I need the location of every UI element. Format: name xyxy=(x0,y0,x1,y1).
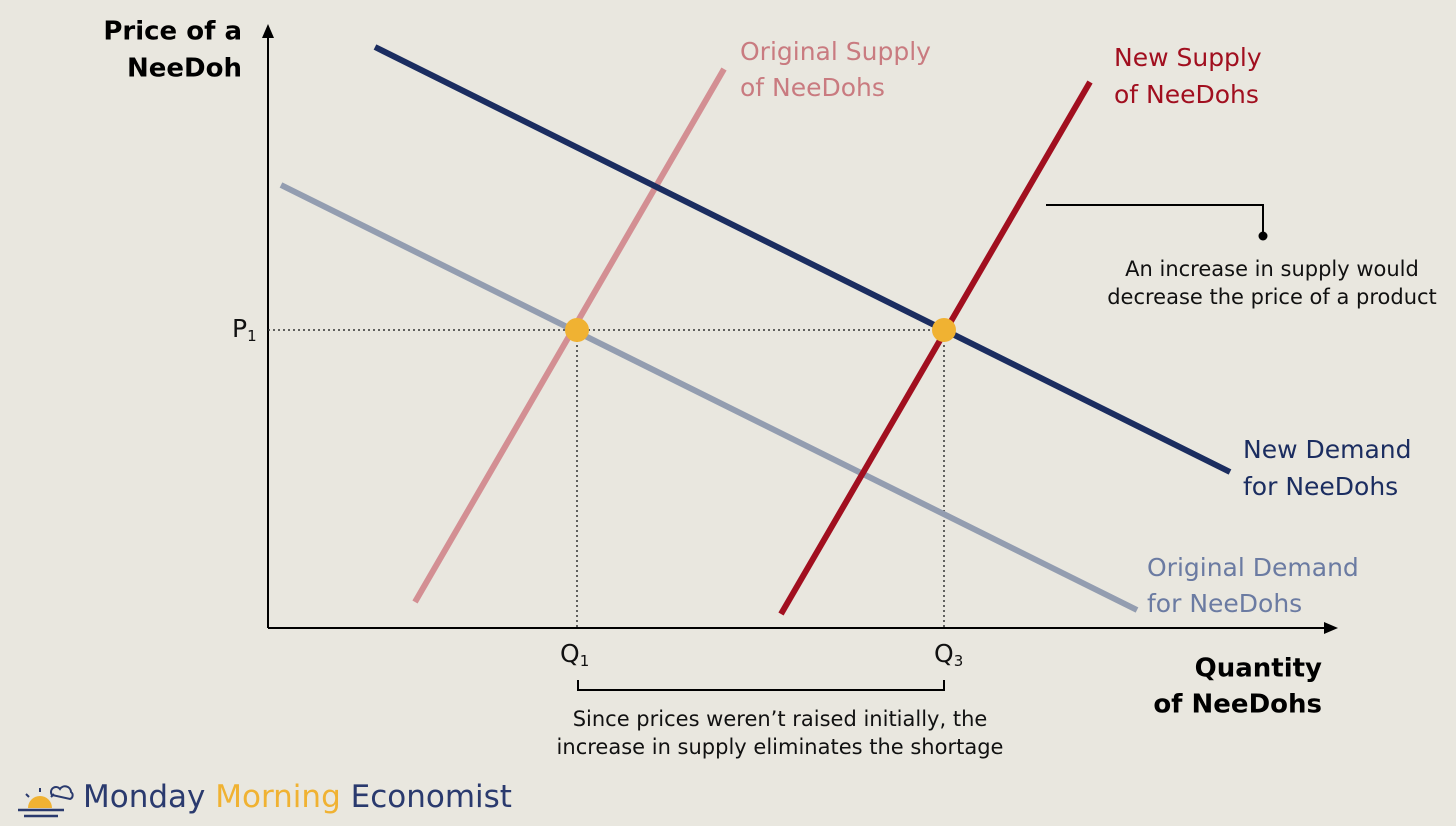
marker-main: Q xyxy=(560,639,580,668)
x-arrow xyxy=(1324,622,1338,634)
curve-label: of NeeDohs xyxy=(1114,80,1259,109)
y-axis-label: Price of a xyxy=(103,17,242,47)
curve-label: New Supply xyxy=(1114,43,1262,72)
brand-word: Morning xyxy=(215,779,341,815)
equilibrium-point xyxy=(565,318,589,342)
sun xyxy=(28,796,52,808)
marker-sub: 1 xyxy=(247,327,257,345)
annotation: Since prices weren’t raised initially, t… xyxy=(573,707,988,731)
curve-label: New Demand xyxy=(1243,435,1412,464)
curve-label: for NeeDohs xyxy=(1243,472,1398,501)
q3-label: Q3 xyxy=(934,639,963,670)
annotation: decrease the price of a product xyxy=(1107,285,1437,309)
original-demand xyxy=(279,182,1139,613)
bracket xyxy=(577,680,945,691)
callout-line xyxy=(1046,204,1264,235)
new-supply xyxy=(778,80,1093,616)
y-axis-label: NeeDoh xyxy=(127,54,242,84)
curve-label: Original Supply xyxy=(740,37,931,66)
annotation: An increase in supply would xyxy=(1125,257,1419,281)
marker-sub: 1 xyxy=(580,652,590,670)
callout-dot xyxy=(1258,231,1268,241)
equilibrium-point xyxy=(932,318,956,342)
y-arrow xyxy=(262,24,274,38)
brand-word: Monday xyxy=(83,779,205,815)
annotation: increase in supply eliminates the shorta… xyxy=(557,735,1004,759)
q1-label: Q1 xyxy=(560,639,589,670)
p1-label: P1 xyxy=(232,314,257,345)
cloud xyxy=(50,785,74,801)
curve-label: for NeeDohs xyxy=(1147,589,1302,618)
new-demand xyxy=(373,44,1232,475)
curve-label: of NeeDohs xyxy=(740,73,885,102)
marker-main: Q xyxy=(934,639,954,668)
marker-sub: 3 xyxy=(954,652,964,670)
curve-label: Original Demand xyxy=(1147,553,1359,582)
brand-icon xyxy=(18,785,74,818)
marker-main: P xyxy=(232,314,247,343)
brand-name: Monday Morning Economist xyxy=(83,779,512,815)
x-axis-label: of NeeDohs xyxy=(1153,690,1322,720)
x-axis-label: Quantity xyxy=(1195,654,1322,684)
brand-word: Economist xyxy=(351,779,512,815)
